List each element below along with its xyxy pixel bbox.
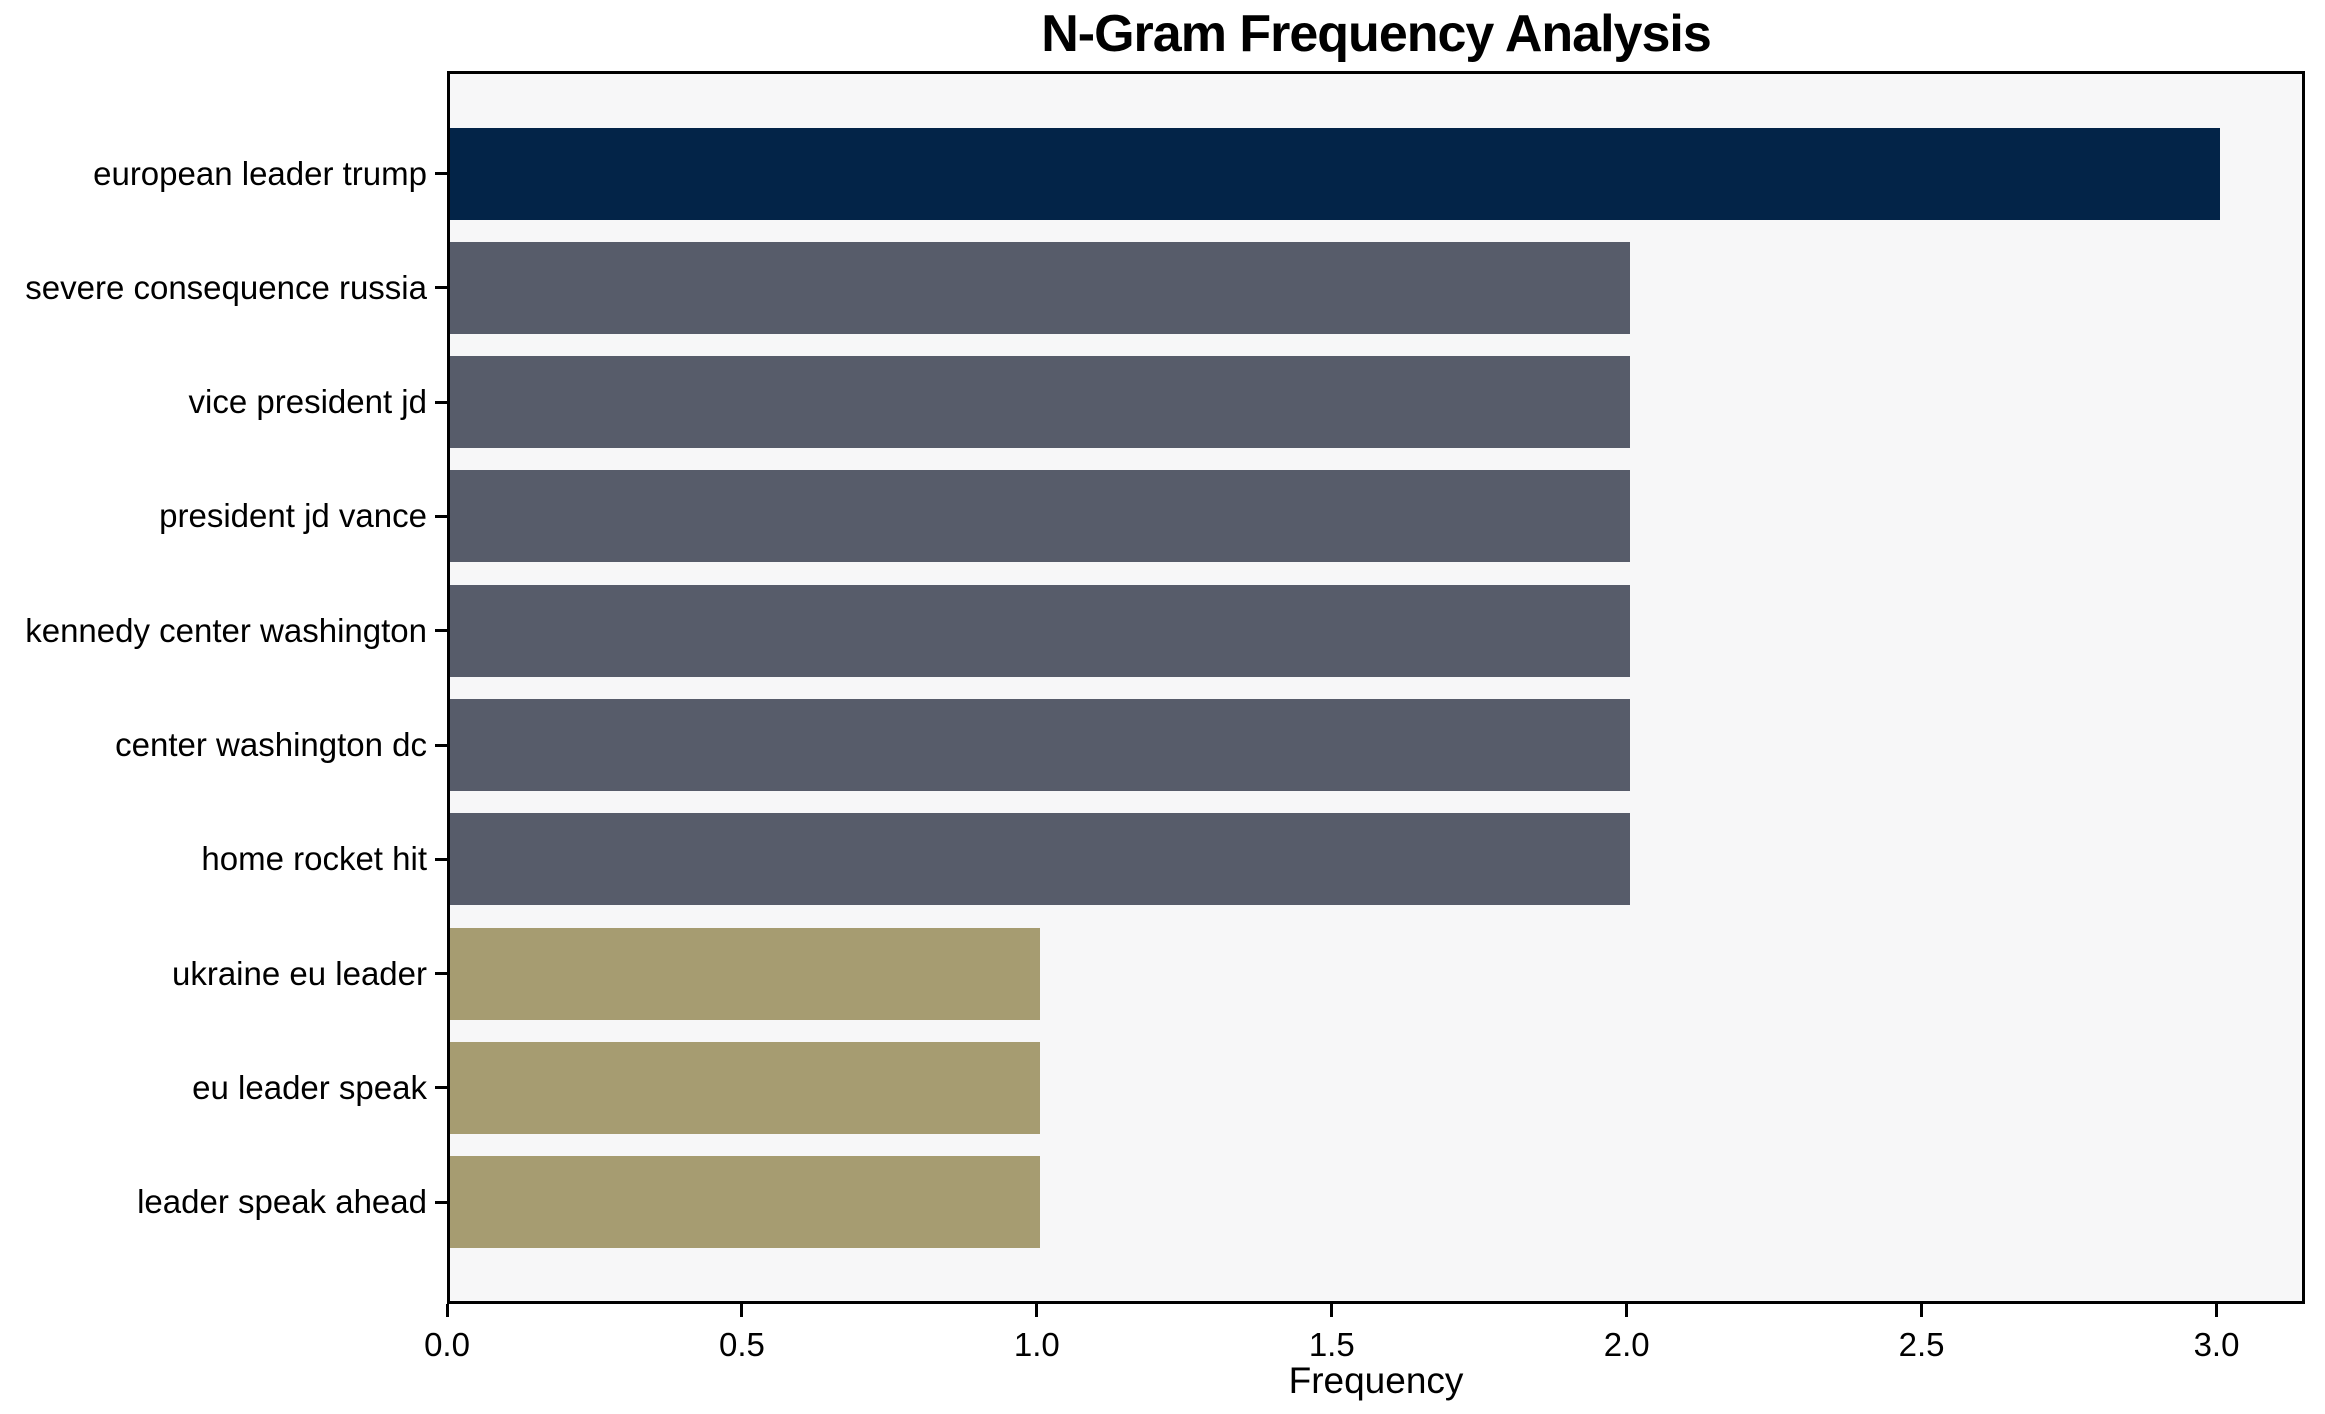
x-tick-mark xyxy=(1625,1304,1629,1317)
y-tick-label-kennedy-center-washington: kennedy center washington xyxy=(25,611,427,649)
y-tick-mark xyxy=(435,743,447,747)
y-tick-label-leader-speak-ahead: leader speak ahead xyxy=(137,1183,427,1221)
x-tick-label-3.0: 3.0 xyxy=(2193,1326,2240,1363)
x-tick-label-2.0: 2.0 xyxy=(1603,1326,1650,1363)
x-tick-mark xyxy=(1920,1304,1924,1317)
bar-leader-speak-ahead xyxy=(450,1156,1040,1249)
y-tick-mark xyxy=(435,172,447,175)
bar-president-jd-vance xyxy=(450,470,1630,563)
y-tick-label-severe-consequence-russia: severe consequence russia xyxy=(25,268,427,306)
x-tick-label-1.0: 1.0 xyxy=(1013,1326,1060,1363)
plot-area xyxy=(447,71,2305,1304)
y-tick-mark xyxy=(435,629,447,633)
y-tick-mark xyxy=(435,400,447,404)
bar-vice-president-jd xyxy=(450,356,1630,449)
y-tick-label-president-jd-vance: president jd vance xyxy=(159,497,427,535)
bar-european-leader-trump xyxy=(450,127,2220,220)
x-tick-mark xyxy=(1035,1304,1039,1317)
y-tick-label-home-rocket-hit: home rocket hit xyxy=(201,840,427,878)
y-tick-label-ukraine-eu-leader: ukraine eu leader xyxy=(171,954,427,992)
y-tick-label-vice-president-jd: vice president jd xyxy=(188,383,427,421)
chart-title: N-Gram Frequency Analysis xyxy=(1041,5,1712,63)
bar-ukraine-eu-leader xyxy=(450,927,1040,1020)
x-tick-mark xyxy=(740,1304,744,1317)
x-axis-title: Frequency xyxy=(1288,1360,1464,1401)
bar-home-rocket-hit xyxy=(450,813,1630,906)
bar-kennedy-center-washington xyxy=(450,584,1630,677)
y-tick-mark xyxy=(435,972,447,976)
bar-center-washington-dc xyxy=(450,699,1630,791)
x-tick-mark xyxy=(1330,1304,1334,1317)
y-tick-mark xyxy=(435,1086,447,1090)
y-tick-mark xyxy=(435,1200,447,1204)
y-tick-mark xyxy=(435,857,447,861)
y-tick-mark xyxy=(435,286,447,290)
x-tick-label-1.5: 1.5 xyxy=(1308,1326,1355,1363)
y-tick-label-center-washington-dc: center washington dc xyxy=(115,726,427,763)
y-tick-label-european-leader-trump: european leader trump xyxy=(93,154,427,192)
y-tick-mark xyxy=(435,514,447,518)
x-tick-mark xyxy=(2215,1304,2219,1317)
x-tick-label-2.5: 2.5 xyxy=(1898,1326,1945,1363)
x-tick-label-0.5: 0.5 xyxy=(718,1326,765,1363)
y-tick-label-eu-leader-speak: eu leader speak xyxy=(192,1068,427,1106)
x-tick-mark xyxy=(445,1304,449,1317)
bar-eu-leader-speak xyxy=(450,1041,1040,1134)
bar-severe-consequence-russia xyxy=(450,241,1630,334)
x-tick-label-0.0: 0.0 xyxy=(424,1326,470,1363)
